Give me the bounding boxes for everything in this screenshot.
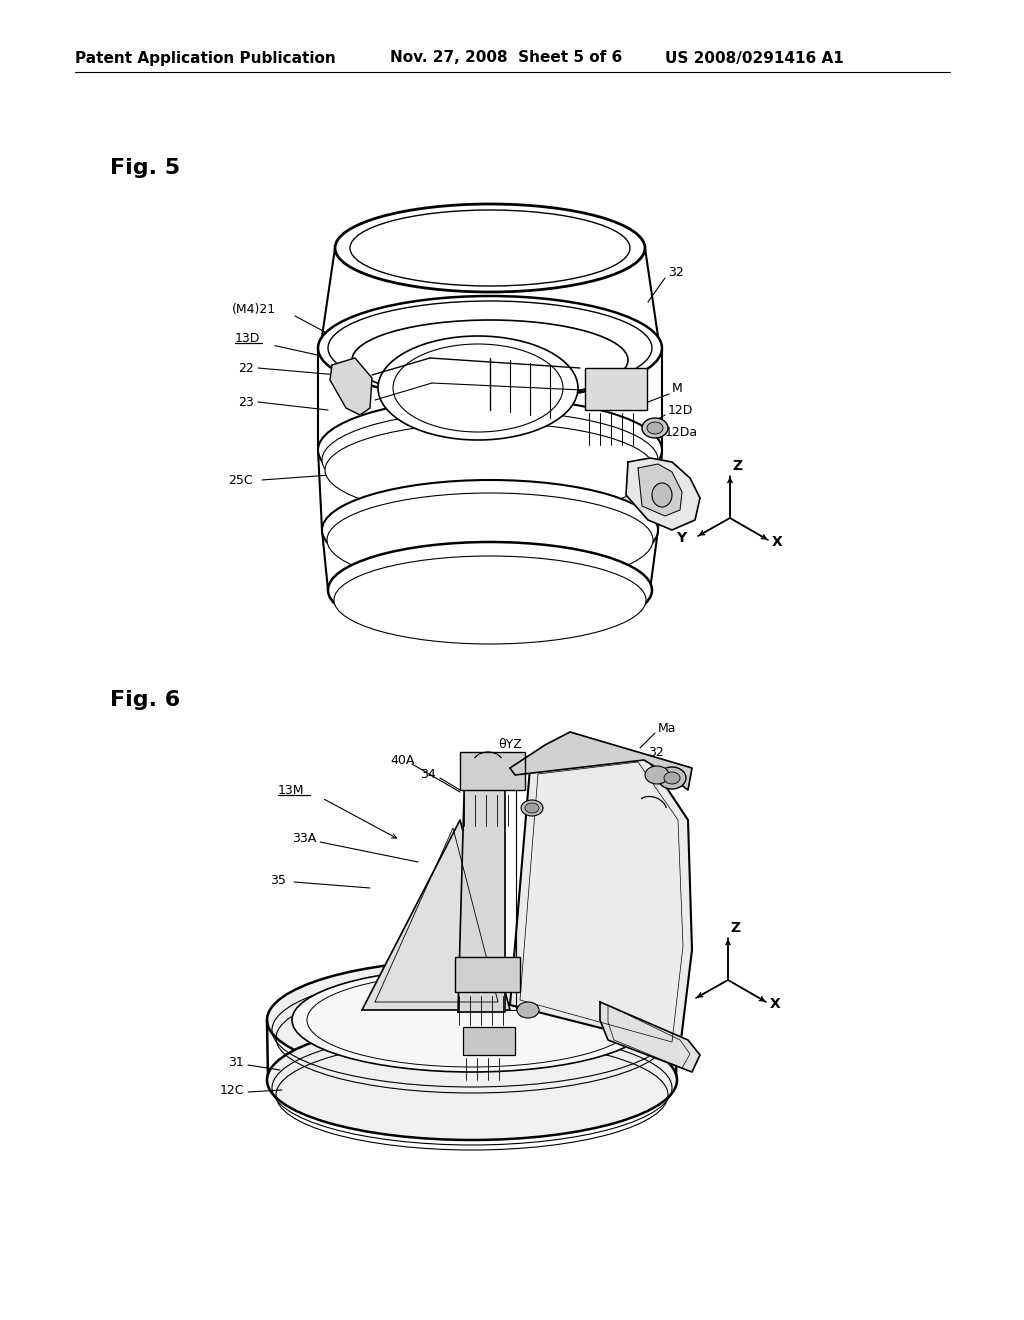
Polygon shape xyxy=(510,733,692,789)
Text: 32: 32 xyxy=(648,746,664,759)
Text: X: X xyxy=(770,997,780,1011)
Text: (M4)21: (M4)21 xyxy=(232,304,276,317)
Text: 31: 31 xyxy=(228,1056,244,1068)
Ellipse shape xyxy=(292,968,652,1072)
Ellipse shape xyxy=(658,767,686,789)
Text: 13M: 13M xyxy=(278,784,304,796)
Ellipse shape xyxy=(318,399,662,502)
Text: Fig. 6: Fig. 6 xyxy=(110,690,180,710)
Ellipse shape xyxy=(525,803,539,813)
Text: 34: 34 xyxy=(420,768,436,781)
Polygon shape xyxy=(458,755,505,1012)
Text: 22: 22 xyxy=(238,362,254,375)
Ellipse shape xyxy=(267,1020,677,1140)
Text: 35: 35 xyxy=(270,874,286,887)
Text: Y: Y xyxy=(676,531,686,545)
Text: 12C: 12C xyxy=(220,1084,245,1097)
Text: US 2008/0291416 A1: US 2008/0291416 A1 xyxy=(665,50,844,66)
Text: 34: 34 xyxy=(580,235,596,248)
Ellipse shape xyxy=(334,556,646,644)
Text: Nov. 27, 2008  Sheet 5 of 6: Nov. 27, 2008 Sheet 5 of 6 xyxy=(390,50,623,66)
Ellipse shape xyxy=(642,418,668,438)
Ellipse shape xyxy=(393,345,563,432)
Ellipse shape xyxy=(327,492,653,587)
Text: 12Da: 12Da xyxy=(665,425,698,438)
Text: 13M: 13M xyxy=(415,219,441,231)
Text: 35: 35 xyxy=(555,211,570,224)
Polygon shape xyxy=(626,458,700,531)
Text: 36A: 36A xyxy=(492,1014,516,1027)
Polygon shape xyxy=(600,1002,700,1072)
Text: 12D: 12D xyxy=(668,404,693,417)
Ellipse shape xyxy=(521,800,543,816)
Text: 25C: 25C xyxy=(228,474,253,487)
Polygon shape xyxy=(330,358,372,414)
Text: θYZ: θYZ xyxy=(498,738,522,751)
Text: X: X xyxy=(772,535,782,549)
Ellipse shape xyxy=(647,422,663,434)
Ellipse shape xyxy=(645,766,669,784)
Text: Z: Z xyxy=(730,921,740,935)
Text: 31: 31 xyxy=(352,549,368,561)
Ellipse shape xyxy=(335,205,645,292)
Ellipse shape xyxy=(328,543,652,638)
Text: 13D: 13D xyxy=(234,331,260,345)
Text: 23: 23 xyxy=(238,396,254,408)
Polygon shape xyxy=(362,820,510,1010)
Polygon shape xyxy=(638,465,682,516)
Ellipse shape xyxy=(352,319,628,400)
Ellipse shape xyxy=(652,483,672,507)
Text: 12C: 12C xyxy=(366,576,390,589)
Text: M: M xyxy=(638,825,649,838)
Text: θX: θX xyxy=(638,785,654,799)
FancyBboxPatch shape xyxy=(463,1027,515,1055)
Ellipse shape xyxy=(318,296,662,400)
FancyBboxPatch shape xyxy=(585,368,647,411)
Ellipse shape xyxy=(378,337,578,440)
Ellipse shape xyxy=(325,422,655,517)
Text: Ma: Ma xyxy=(658,722,677,734)
Text: Patent Application Publication: Patent Application Publication xyxy=(75,50,336,66)
Text: 33A: 33A xyxy=(292,832,316,845)
Ellipse shape xyxy=(664,772,680,784)
FancyBboxPatch shape xyxy=(460,752,525,789)
Text: 32: 32 xyxy=(668,265,684,279)
Polygon shape xyxy=(510,755,692,1048)
Text: 40B: 40B xyxy=(385,994,410,1006)
Text: 12Ca: 12Ca xyxy=(650,894,682,907)
FancyBboxPatch shape xyxy=(455,957,520,993)
Text: M: M xyxy=(672,381,683,395)
Ellipse shape xyxy=(517,1002,539,1018)
Ellipse shape xyxy=(322,411,658,510)
Text: 12Ca: 12Ca xyxy=(492,576,524,589)
Ellipse shape xyxy=(350,210,630,286)
Ellipse shape xyxy=(322,480,658,579)
Ellipse shape xyxy=(267,960,677,1080)
Text: Fig. 5: Fig. 5 xyxy=(110,158,180,178)
Text: Z: Z xyxy=(732,459,742,473)
Text: 40A: 40A xyxy=(390,754,415,767)
Text: Y: Y xyxy=(674,993,684,1007)
Ellipse shape xyxy=(328,301,652,395)
